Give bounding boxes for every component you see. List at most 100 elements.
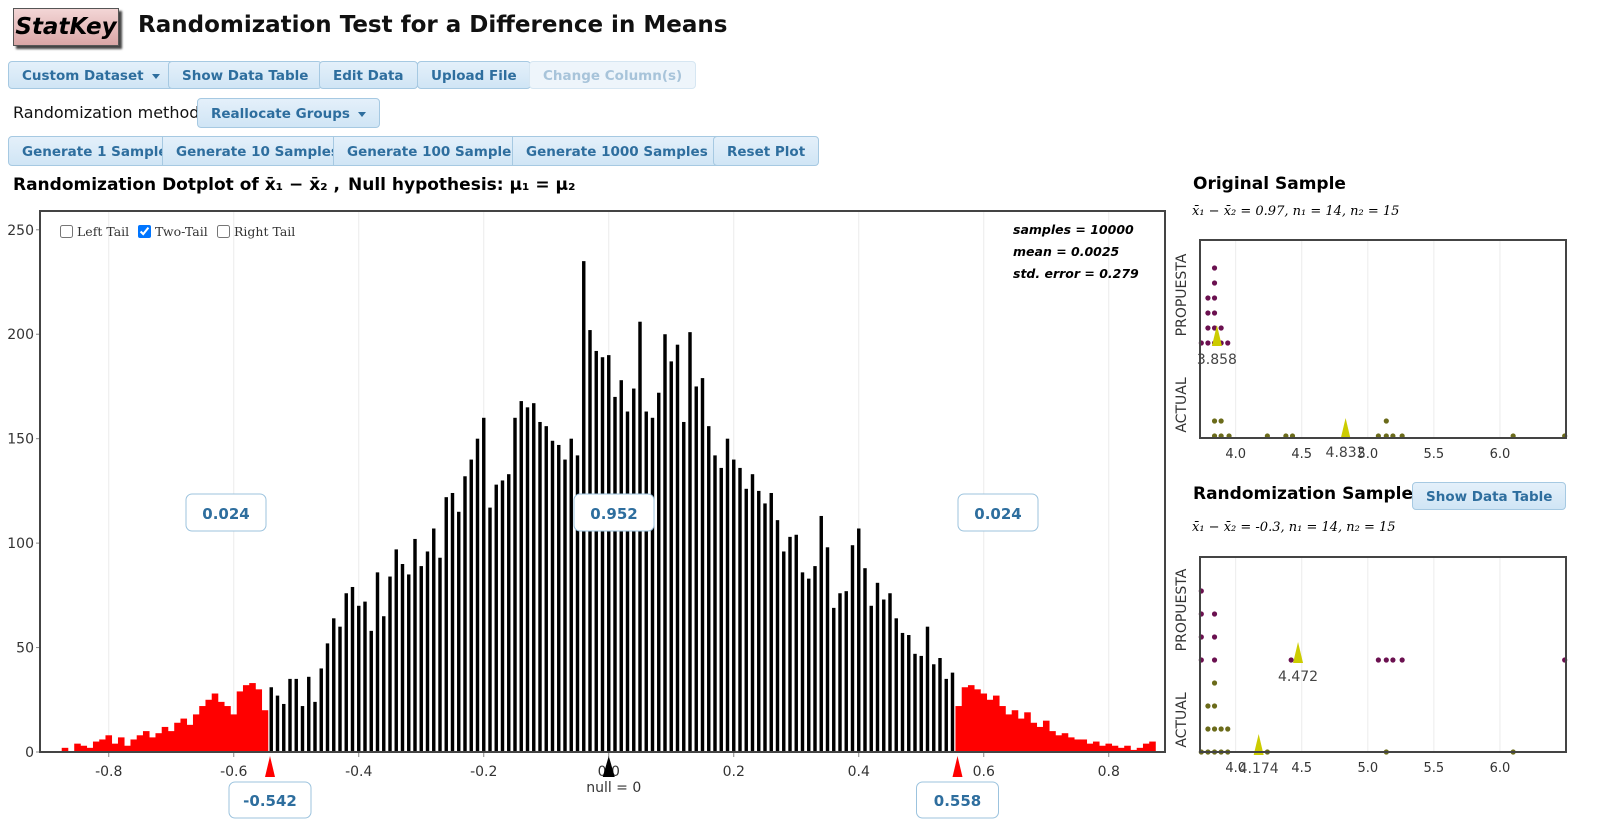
bar [99,739,106,752]
tail-checkbox[interactable] [138,225,151,238]
bar [980,693,988,752]
bar [688,332,692,752]
bar [663,334,667,752]
bar [363,601,367,752]
bar [894,618,898,752]
bar [192,714,200,752]
bar [575,455,580,752]
dot [1205,295,1211,301]
tail-option[interactable]: Two-Tail [138,224,208,239]
show-data-table-button[interactable]: Show Data Table [1412,482,1567,510]
bar [1111,745,1119,752]
bar [469,459,473,752]
bar [900,632,905,752]
bar [974,689,981,752]
dot [1225,340,1231,346]
edit-data-button[interactable]: Edit Data [319,61,418,89]
x-tick-label: 5.0 [1357,447,1378,462]
bar [136,735,144,752]
bar [869,605,873,752]
bar [613,396,617,752]
bar [788,536,792,752]
dot [1211,680,1218,686]
dot [1205,310,1211,316]
dot [1211,726,1218,732]
bar [944,678,948,752]
bar [217,701,225,752]
bar [130,739,138,752]
group-label: PROPUESTA [1174,568,1190,651]
group-label: ACTUAL [1174,377,1190,432]
bar [675,344,680,752]
mean-marker [1211,325,1222,346]
dot [1211,634,1218,640]
cutoff-marker [265,756,275,777]
upload-button[interactable]: Upload File [417,61,531,89]
bar [1130,749,1138,752]
x-tick-label: -0.4 [345,764,372,780]
dot [1211,265,1218,271]
x-tick-label: 0.2 [723,764,745,780]
tail-option[interactable]: Left Tail [60,224,129,239]
bar [357,605,361,752]
bar [682,421,686,752]
dot [1218,726,1224,732]
dot [1211,295,1218,301]
mean-marker [1253,734,1264,755]
bar [494,484,498,752]
generate-button[interactable]: Generate 1000 Samples [512,136,722,166]
dot [1383,657,1389,663]
logo[interactable]: StatKey [13,8,119,46]
bar [986,699,994,752]
proportion-box [957,493,1039,532]
dot [1211,310,1218,316]
proportion-value: 0.024 [202,505,249,523]
dotplot-title: Randomization Dotplot of x̄₁ − x̄₂ , [13,175,340,195]
dot [1211,611,1218,617]
generate-button[interactable]: Generate 10 Samples [162,136,353,166]
dot [1211,703,1218,709]
bar [199,706,206,752]
bar [350,586,355,752]
bar [313,701,317,752]
dataset-button[interactable]: Custom Dataset [8,61,174,89]
bar [174,722,181,752]
bar [694,386,698,752]
plot-frame [1199,556,1567,753]
bar [242,685,250,752]
dot [1375,657,1381,663]
bar [1030,722,1038,752]
bar [419,566,423,752]
reset-button[interactable]: Reset Plot [713,136,820,166]
bar [288,678,292,752]
cutoff-value: -0.542 [243,792,297,810]
tail-label: Left Tail [77,224,130,239]
bar [569,438,573,752]
data-table-button[interactable]: Show Data Table [168,61,323,89]
bar [369,630,373,752]
bar [1080,739,1088,752]
bar [205,699,213,752]
null-hypothesis: Null hypothesis: μ₁ = μ₂ [348,175,576,195]
tail-checkbox[interactable] [217,225,230,238]
tail-checkbox[interactable] [60,225,73,238]
generate-button[interactable]: Generate 100 Samples [333,136,534,166]
dot [1205,325,1211,331]
dot [1211,280,1218,286]
x-tick-label: 0.4 [848,764,870,780]
y-tick-label: 200 [7,327,34,343]
dot [1225,726,1231,732]
bar [538,421,542,752]
tail-label: Two-Tail [155,224,208,239]
mean-marker [1340,418,1351,439]
summary-stat: samples = 10000 [1013,222,1134,237]
bar [186,724,194,752]
bar [92,741,100,752]
bar [888,593,892,752]
tail-option[interactable]: Right Tail [217,224,295,239]
generate-button[interactable]: Generate 1 Sample [8,136,182,166]
bar [525,407,530,752]
method-dropdown[interactable]: Reallocate Groups [197,98,380,128]
summary-stat: std. error = 0.279 [1013,266,1139,281]
group-label: ACTUAL [1174,692,1190,747]
